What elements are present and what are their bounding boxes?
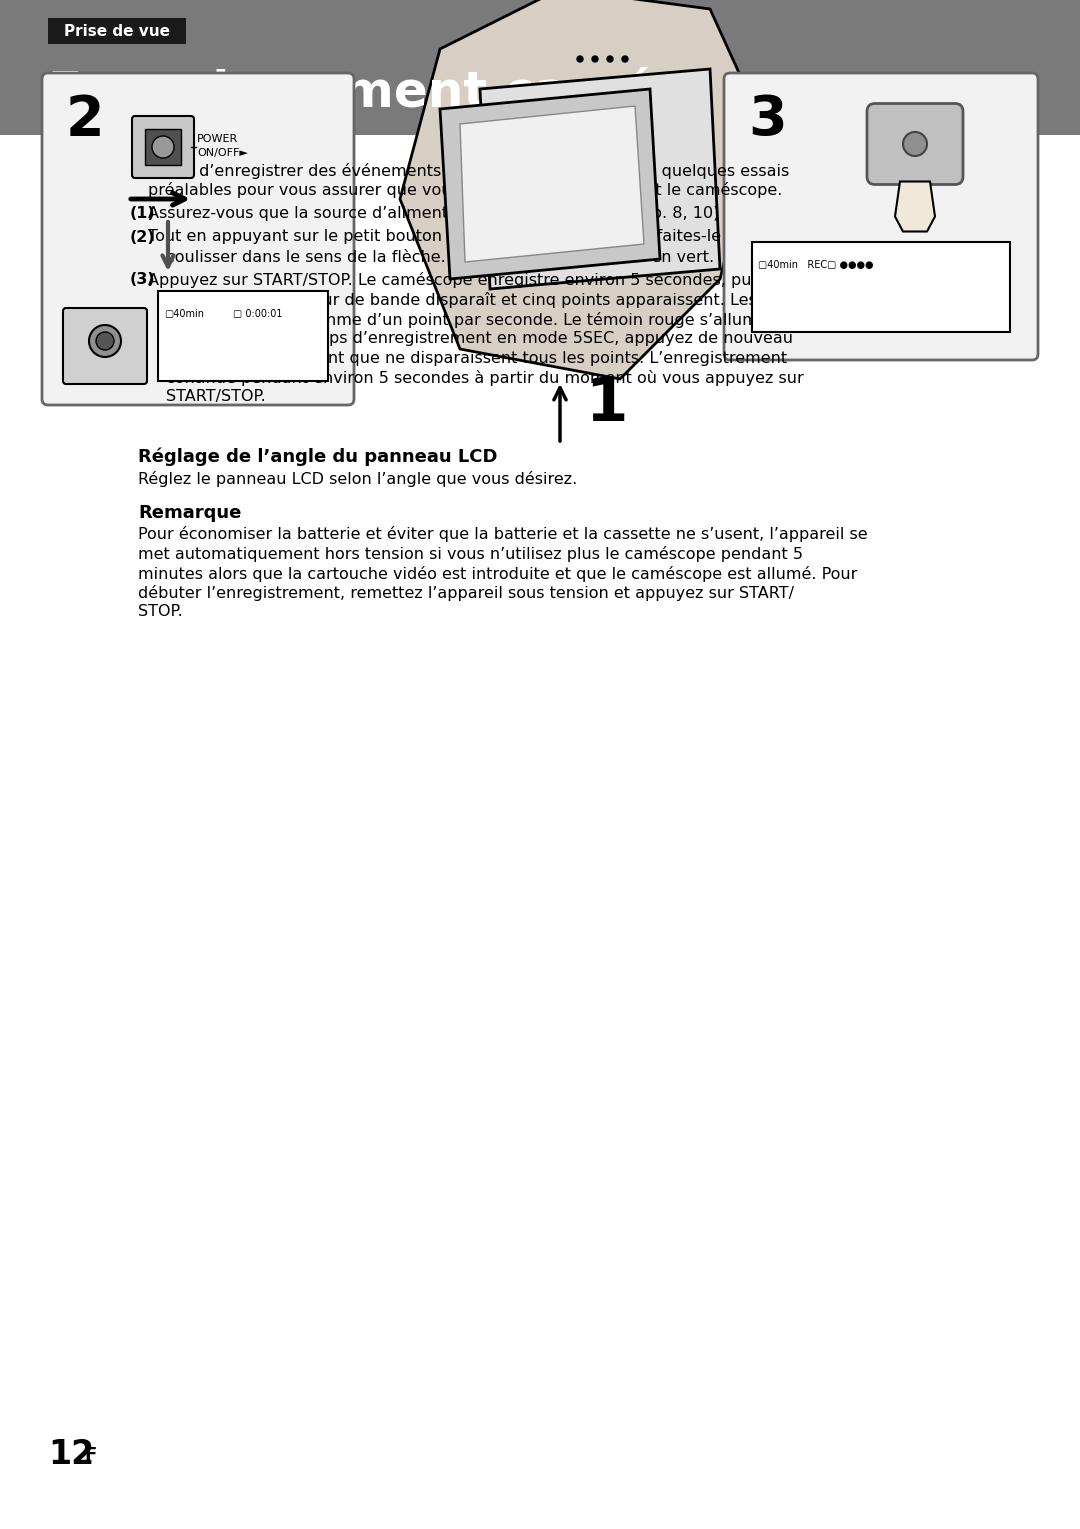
Text: Pour économiser la batterie et éviter que la batterie et la cassette ne s’usent,: Pour économiser la batterie et éviter qu… bbox=[138, 526, 867, 543]
Circle shape bbox=[592, 57, 598, 63]
FancyBboxPatch shape bbox=[724, 73, 1038, 359]
Bar bbox=[752, 242, 1010, 332]
Text: ▢ 0:00:01: ▢ 0:00:01 bbox=[233, 309, 283, 320]
Text: (3): (3) bbox=[130, 272, 156, 287]
Bar bbox=[0, 0, 1080, 135]
Text: disparaissent au rythme d’un point par seconde. Le témoin rouge s’allume.: disparaissent au rythme d’un point par s… bbox=[166, 312, 773, 327]
Text: Pour allonger le temps d’enregistrement en mode 5SEC, appuyez de nouveau: Pour allonger le temps d’enregistrement … bbox=[166, 330, 793, 346]
Text: Prise de vue: Prise de vue bbox=[64, 23, 170, 38]
FancyBboxPatch shape bbox=[42, 73, 354, 405]
FancyBboxPatch shape bbox=[132, 116, 194, 177]
Text: coulisser dans le sens de la flèche. Le petit bouton s’allume en vert.: coulisser dans le sens de la flèche. Le … bbox=[166, 249, 714, 265]
Circle shape bbox=[607, 57, 613, 63]
Circle shape bbox=[96, 332, 114, 350]
Circle shape bbox=[903, 131, 927, 156]
Text: STOP.: STOP. bbox=[138, 604, 183, 619]
Text: Assurez-vous que la source d’alimentation est mise en place. (p. 8, 10): Assurez-vous que la source d’alimentatio… bbox=[148, 206, 719, 222]
Text: 3: 3 bbox=[748, 93, 786, 147]
Polygon shape bbox=[480, 69, 720, 289]
Text: Réglez le panneau LCD selon l’angle que vous désirez.: Réglez le panneau LCD selon l’angle que … bbox=[138, 471, 577, 488]
Circle shape bbox=[577, 57, 583, 63]
Polygon shape bbox=[895, 182, 935, 231]
Text: 1: 1 bbox=[585, 375, 627, 434]
Text: ▢40min   REC▢ ●●●●: ▢40min REC▢ ●●●● bbox=[758, 260, 874, 271]
Polygon shape bbox=[400, 0, 760, 379]
Text: (1): (1) bbox=[130, 206, 156, 222]
Polygon shape bbox=[460, 106, 644, 261]
Text: continue pendant environ 5 secondes à partir du moment où vous appuyez sur: continue pendant environ 5 secondes à pa… bbox=[166, 370, 804, 385]
Text: ▢40min: ▢40min bbox=[164, 309, 204, 320]
Text: POWER: POWER bbox=[197, 135, 239, 144]
Text: Appuyez sur START/STOP. Le caméscope enregistre environ 5 secondes, puis: Appuyez sur START/STOP. Le caméscope enr… bbox=[148, 272, 765, 289]
Text: Avant d’enregistrer des événements exceptionnels, procédez à quelques essais: Avant d’enregistrer des événements excep… bbox=[148, 164, 789, 179]
Text: 12: 12 bbox=[48, 1437, 94, 1471]
Text: Enregistrement caméra: Enregistrement caméra bbox=[48, 67, 713, 118]
Text: 2: 2 bbox=[66, 93, 105, 147]
Text: met automatiquement hors tension si vous n’utilisez plus le caméscope pendant 5: met automatiquement hors tension si vous… bbox=[138, 546, 804, 563]
FancyBboxPatch shape bbox=[63, 307, 147, 384]
Circle shape bbox=[622, 57, 627, 63]
FancyBboxPatch shape bbox=[867, 104, 963, 185]
Polygon shape bbox=[440, 89, 660, 278]
Text: sur START/STOP avant que ne disparaissent tous les points. L’enregistrement: sur START/STOP avant que ne disparaissen… bbox=[166, 350, 787, 365]
Circle shape bbox=[152, 136, 174, 157]
Text: préalables pour vous assurer que vous manipulez correctement le caméscope.: préalables pour vous assurer que vous ma… bbox=[148, 182, 782, 199]
Text: F: F bbox=[84, 1446, 96, 1463]
Text: minutes alors que la cartouche vidéo est introduite et que le caméscope est allu: minutes alors que la cartouche vidéo est… bbox=[138, 566, 858, 581]
Bar bbox=[145, 128, 181, 165]
Text: débuter l’enregistrement, remettez l’appareil sous tension et appuyez sur START/: débuter l’enregistrement, remettez l’app… bbox=[138, 586, 794, 601]
Text: START/STOP.: START/STOP. bbox=[166, 390, 266, 405]
Text: Tout en appuyant sur le petit bouton du commutateur POWER, faites-le: Tout en appuyant sur le petit bouton du … bbox=[148, 229, 721, 245]
Text: ON/OFF►: ON/OFF► bbox=[197, 148, 248, 157]
Bar bbox=[48, 18, 186, 44]
Text: Remarque: Remarque bbox=[138, 505, 241, 523]
Text: (2): (2) bbox=[130, 229, 156, 245]
Bar bbox=[158, 291, 328, 381]
Circle shape bbox=[89, 326, 121, 356]
Text: Réglage de l’angle du panneau LCD: Réglage de l’angle du panneau LCD bbox=[138, 446, 498, 465]
Text: s’arrête. Le compteur de bande disparaît et cinq points apparaissent. Les points: s’arrête. Le compteur de bande disparaît… bbox=[166, 292, 811, 307]
